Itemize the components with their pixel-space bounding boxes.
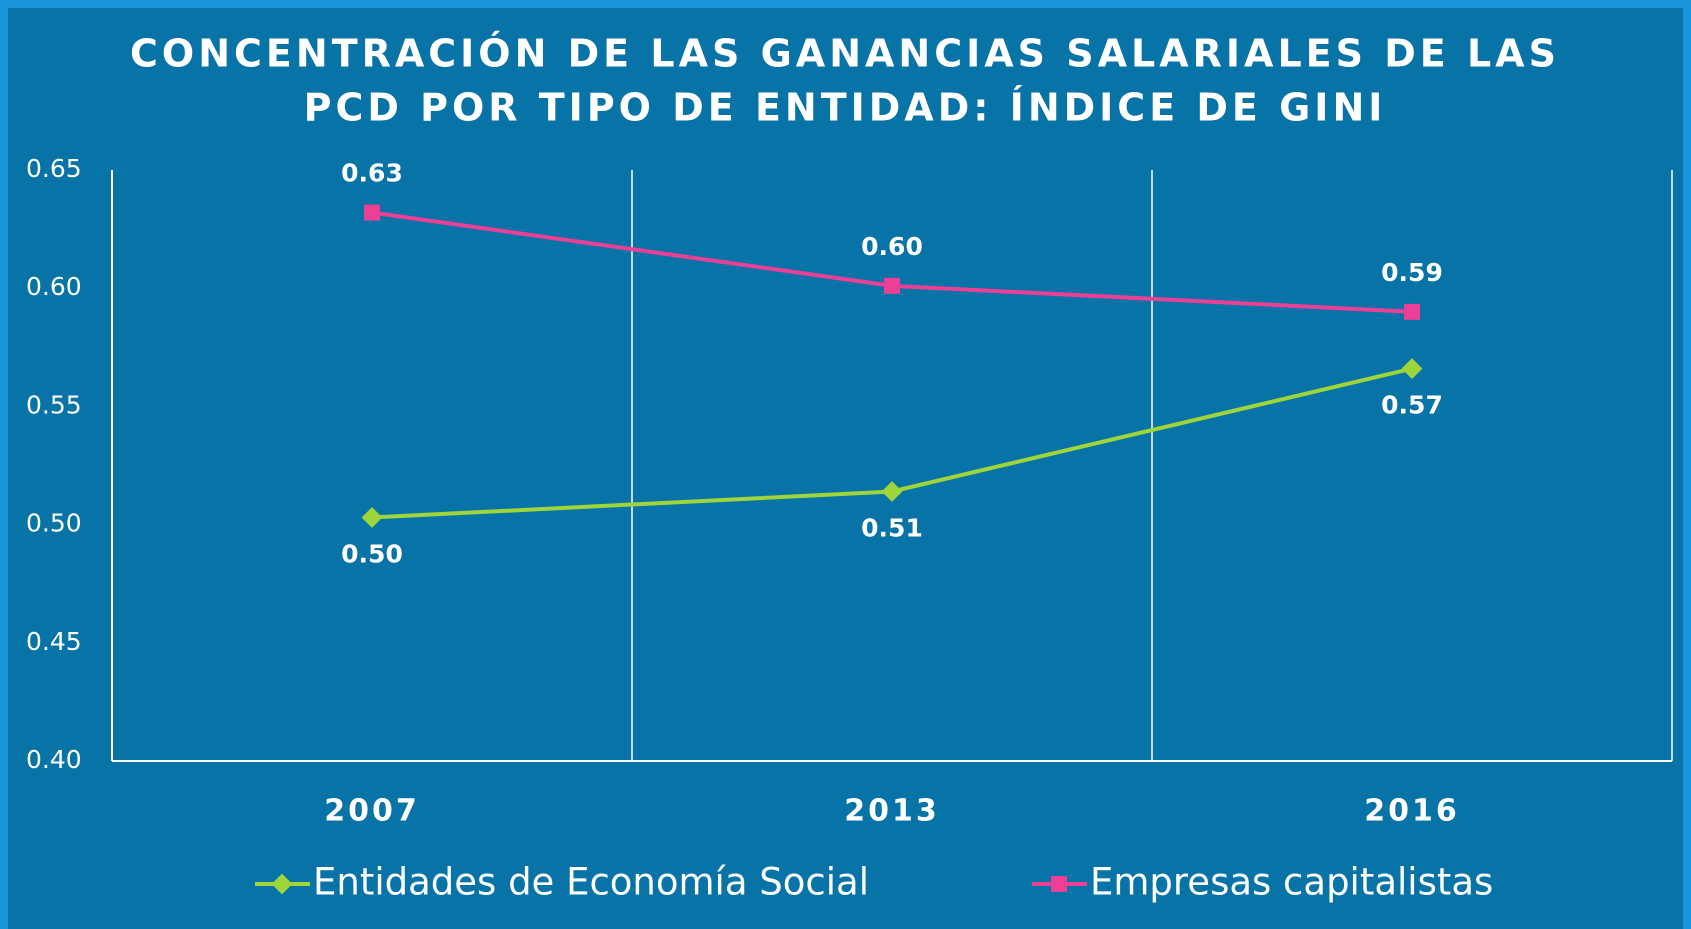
data-label: 0.60	[861, 232, 923, 261]
chart-title: PCD POR TIPO DE ENTIDAD: ÍNDICE DE GINI	[304, 86, 1387, 130]
chart-title: CONCENTRACIÓN DE LAS GANANCIAS SALARIALE…	[130, 32, 1560, 76]
data-label: 0.57	[1381, 391, 1443, 420]
y-tick-label: 0.55	[26, 390, 82, 419]
data-point	[881, 481, 903, 502]
y-tick-label: 0.60	[26, 272, 82, 301]
y-tick-label: 0.65	[26, 154, 82, 183]
x-tick-label: 2013	[844, 794, 940, 829]
x-tick-label: 2016	[1364, 794, 1460, 829]
legend-label: Empresas capitalistas	[1090, 861, 1493, 904]
background	[8, 8, 1683, 929]
data-label: 0.63	[341, 159, 403, 188]
data-point	[1404, 303, 1420, 320]
data-point	[1401, 358, 1423, 379]
legend-label: Entidades de Economía Social	[313, 861, 869, 904]
data-label: 0.59	[1381, 258, 1443, 287]
legend-marker	[1051, 876, 1067, 892]
data-point	[884, 277, 900, 294]
y-tick-label: 0.45	[26, 627, 82, 656]
x-tick-label: 2007	[324, 794, 420, 829]
data-point	[364, 204, 380, 221]
data-label: 0.51	[861, 514, 923, 543]
y-tick-label: 0.40	[26, 745, 82, 774]
legend-marker	[271, 873, 293, 895]
data-label: 0.50	[341, 540, 403, 569]
data-point	[361, 507, 383, 528]
y-tick-label: 0.50	[26, 509, 82, 538]
